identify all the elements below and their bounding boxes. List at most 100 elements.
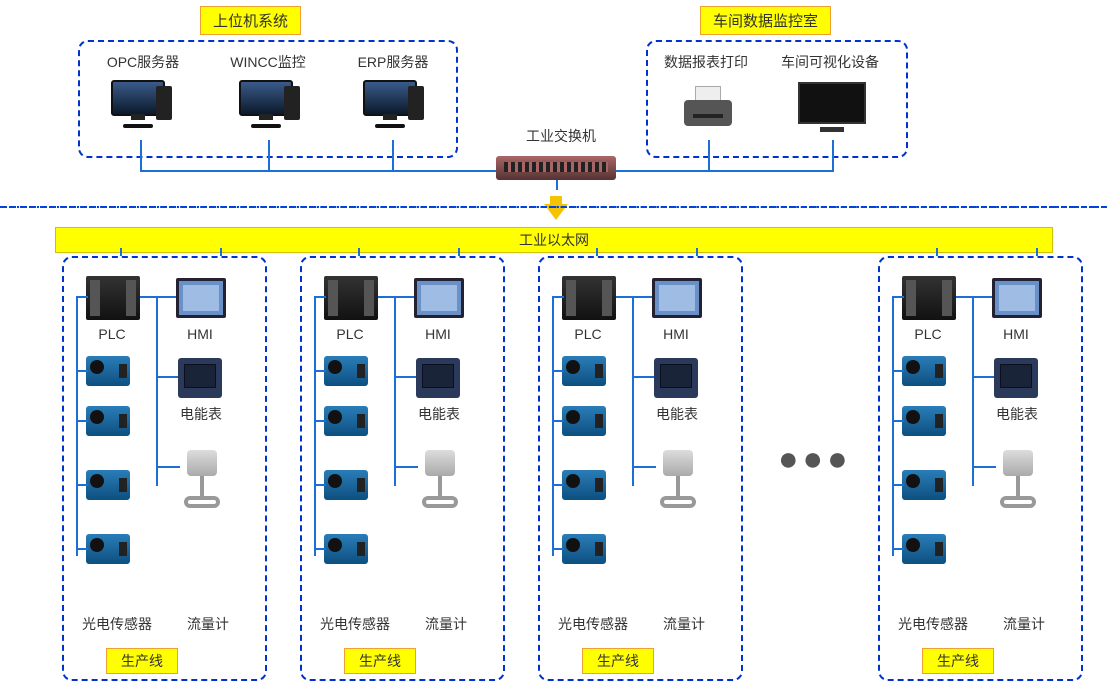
flow-icon bbox=[996, 450, 1040, 508]
label-sensor: 光电传感器 bbox=[888, 614, 978, 634]
label-plc: PLC bbox=[568, 326, 608, 342]
label-flow: 流量计 bbox=[994, 614, 1054, 634]
conn bbox=[892, 296, 894, 556]
hmi-icon bbox=[176, 278, 226, 318]
conn bbox=[552, 548, 564, 550]
conn bbox=[616, 170, 834, 172]
printer-icon bbox=[684, 86, 732, 126]
conn bbox=[76, 548, 88, 550]
flow-icon bbox=[418, 450, 462, 508]
conn bbox=[392, 140, 394, 170]
label-production-line: 生产线 bbox=[106, 648, 178, 674]
sensor-icon bbox=[902, 406, 946, 436]
conn bbox=[616, 296, 632, 298]
sensor-icon bbox=[86, 406, 130, 436]
conn bbox=[972, 466, 996, 468]
label-report-print: 数据报表打印 bbox=[656, 52, 756, 72]
conn bbox=[140, 296, 156, 298]
label-upper-host-system: 上位机系统 bbox=[200, 6, 301, 35]
label-production-line: 生产线 bbox=[922, 648, 994, 674]
label-wincc: WINCC监控 bbox=[218, 52, 318, 72]
label-sensor: 光电传感器 bbox=[548, 614, 638, 634]
conn bbox=[156, 466, 180, 468]
conn bbox=[314, 296, 316, 556]
conn bbox=[76, 420, 88, 422]
label-meter: 电能表 bbox=[992, 404, 1042, 424]
conn bbox=[936, 248, 938, 256]
label-plc: PLC bbox=[92, 326, 132, 342]
sensor-icon bbox=[902, 356, 946, 386]
sensor-icon bbox=[86, 534, 130, 564]
label-hmi: HMI bbox=[418, 326, 458, 342]
conn bbox=[140, 140, 142, 170]
conn bbox=[268, 140, 270, 170]
conn bbox=[458, 248, 460, 256]
ethernet-bar: 工业以太网 bbox=[55, 227, 1053, 253]
label-switch: 工业交换机 bbox=[516, 126, 606, 146]
plc-icon bbox=[562, 276, 616, 320]
sensor-icon bbox=[324, 356, 368, 386]
conn bbox=[156, 296, 158, 486]
conn bbox=[552, 370, 564, 372]
conn bbox=[120, 248, 122, 256]
conn bbox=[76, 484, 88, 486]
conn bbox=[552, 296, 554, 556]
label-plc: PLC bbox=[330, 326, 370, 342]
conn bbox=[708, 140, 710, 170]
label-opc-server: OPC服务器 bbox=[98, 52, 188, 72]
sensor-icon bbox=[324, 534, 368, 564]
label-hmi: HMI bbox=[656, 326, 696, 342]
conn bbox=[358, 248, 360, 256]
plc-icon bbox=[86, 276, 140, 320]
conn bbox=[632, 466, 656, 468]
plc-icon bbox=[902, 276, 956, 320]
sensor-icon bbox=[562, 356, 606, 386]
conn bbox=[1036, 248, 1038, 256]
conn bbox=[76, 370, 88, 372]
label-plc: PLC bbox=[908, 326, 948, 342]
conn bbox=[972, 296, 974, 486]
label-production-line: 生产线 bbox=[344, 648, 416, 674]
label-erp-server: ERP服务器 bbox=[348, 52, 438, 72]
label-meter: 电能表 bbox=[414, 404, 464, 424]
label-sensor: 光电传感器 bbox=[310, 614, 400, 634]
flow-icon bbox=[180, 450, 224, 508]
label-flow: 流量计 bbox=[416, 614, 476, 634]
conn bbox=[892, 370, 904, 372]
meter-icon: 888 bbox=[654, 358, 698, 398]
conn bbox=[314, 548, 326, 550]
plc-icon bbox=[324, 276, 378, 320]
conn bbox=[314, 296, 326, 298]
pc-icon-erp bbox=[360, 80, 420, 128]
flow-icon bbox=[656, 450, 700, 508]
switch-icon bbox=[496, 156, 616, 180]
conn bbox=[314, 420, 326, 422]
meter-icon: 888 bbox=[178, 358, 222, 398]
display-icon bbox=[798, 82, 866, 130]
conn bbox=[892, 296, 904, 298]
conn bbox=[972, 376, 994, 378]
pc-icon-opc bbox=[108, 80, 168, 128]
conn bbox=[632, 376, 654, 378]
conn bbox=[140, 170, 496, 172]
conn bbox=[632, 296, 652, 298]
conn bbox=[552, 420, 564, 422]
label-flow: 流量计 bbox=[654, 614, 714, 634]
pc-icon-wincc bbox=[236, 80, 296, 128]
conn bbox=[552, 296, 564, 298]
label-sensor: 光电传感器 bbox=[72, 614, 162, 634]
label-flow: 流量计 bbox=[178, 614, 238, 634]
hmi-icon bbox=[652, 278, 702, 318]
conn bbox=[696, 248, 698, 256]
conn bbox=[314, 370, 326, 372]
conn bbox=[632, 296, 634, 486]
conn bbox=[156, 376, 178, 378]
sensor-icon bbox=[902, 534, 946, 564]
conn bbox=[220, 248, 222, 256]
conn bbox=[552, 484, 564, 486]
label-monitor-room: 车间数据监控室 bbox=[700, 6, 831, 35]
conn bbox=[378, 296, 394, 298]
conn bbox=[892, 420, 904, 422]
hmi-icon bbox=[992, 278, 1042, 318]
ellipsis-icon: ●●● bbox=[778, 440, 852, 479]
